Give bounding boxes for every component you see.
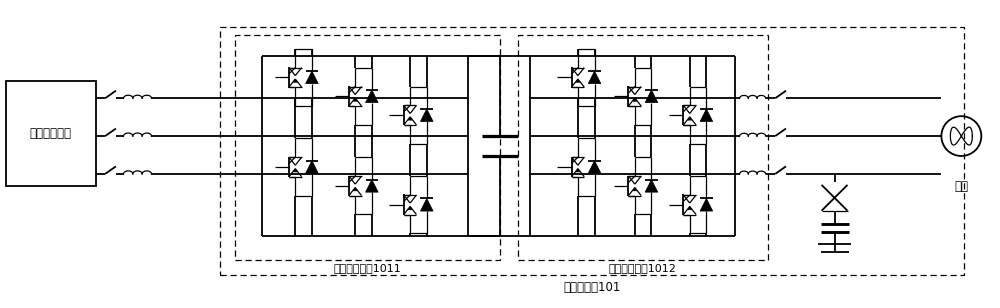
Polygon shape <box>293 79 297 82</box>
Polygon shape <box>645 180 658 192</box>
Polygon shape <box>420 198 433 211</box>
Bar <box>518 34 768 260</box>
Text: 电网: 电网 <box>954 180 968 193</box>
Polygon shape <box>306 161 318 173</box>
Polygon shape <box>588 71 601 84</box>
Text: 风力发电机组: 风力发电机组 <box>30 127 72 140</box>
Polygon shape <box>688 206 692 210</box>
Polygon shape <box>633 188 637 191</box>
Polygon shape <box>306 71 318 84</box>
Text: 网侧变流模块1012: 网侧变流模块1012 <box>609 264 677 274</box>
Polygon shape <box>576 79 580 82</box>
Polygon shape <box>420 109 433 121</box>
Bar <box>6 81 96 186</box>
Text: 机侧变流模块1011: 机侧变流模块1011 <box>334 264 402 274</box>
Bar <box>235 34 500 260</box>
Polygon shape <box>408 206 412 210</box>
Polygon shape <box>645 90 658 103</box>
Polygon shape <box>408 117 412 120</box>
Polygon shape <box>366 180 378 192</box>
Polygon shape <box>700 198 713 211</box>
Polygon shape <box>576 169 580 172</box>
Polygon shape <box>353 188 357 191</box>
Polygon shape <box>588 161 601 173</box>
Polygon shape <box>366 90 378 103</box>
Polygon shape <box>353 98 357 101</box>
Text: 变流主电路101: 变流主电路101 <box>564 282 621 294</box>
Polygon shape <box>293 169 297 172</box>
Bar <box>220 26 964 275</box>
Polygon shape <box>688 117 692 120</box>
Polygon shape <box>633 98 637 101</box>
Polygon shape <box>700 109 713 121</box>
